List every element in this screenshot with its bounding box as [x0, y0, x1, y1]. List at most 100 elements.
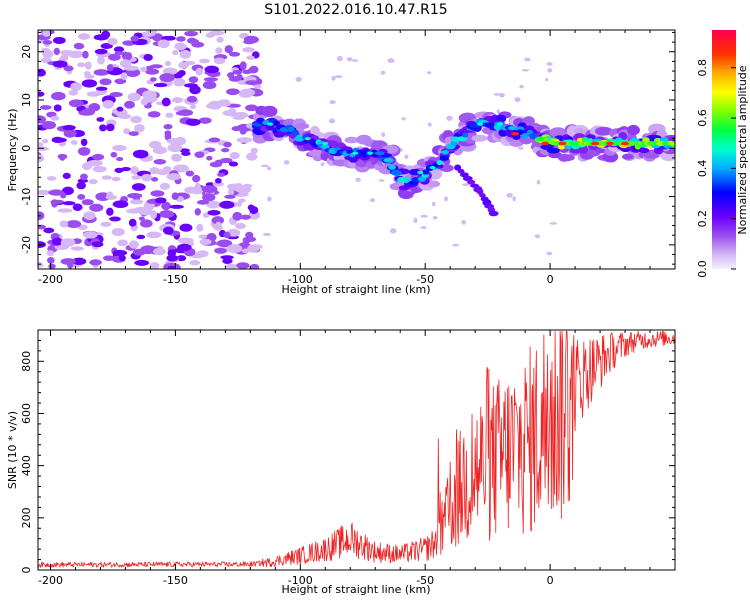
spectrogram-cell [622, 153, 634, 160]
snr-ytick-label: 0 [20, 567, 33, 574]
spectrogram-cell [245, 104, 258, 112]
spectrogram-cell [507, 125, 517, 131]
snr-panel: -200 -150 -100 -50 0 0 200 400 600 800 Height of … [6, 329, 676, 596]
spectrogram-cell [138, 216, 145, 221]
spectrogram-cell [194, 182, 201, 192]
spectrogram-cell [179, 223, 193, 232]
spectrogram-cell [216, 239, 233, 248]
spectrogram-cell [294, 135, 305, 142]
spectrogram-cell [668, 141, 675, 146]
spectrogram-cell [185, 118, 201, 126]
spectrogram-cell [488, 210, 499, 217]
spectrogram-cell [62, 124, 76, 131]
colorbar-gradient [712, 30, 736, 269]
spectrogram-cell [149, 77, 157, 82]
spectrogram-ytick-label: -10 [20, 188, 33, 206]
spectrogram-cell [273, 120, 280, 126]
spectrogram-cell [213, 57, 226, 65]
snr-xtick-label: -100 [288, 574, 313, 587]
spectrogram-cell [441, 149, 449, 155]
spectrogram-cell [408, 168, 421, 176]
spectrogram-cell [519, 84, 524, 89]
snr-xtick-label: -50 [416, 574, 434, 587]
spectrogram-cell [165, 60, 172, 67]
spectrogram-cell [196, 199, 209, 205]
spectrogram-cell [234, 222, 246, 230]
spectrogram-cell [295, 77, 302, 82]
spectrogram-cell [55, 137, 67, 143]
spectrogram-cell [429, 166, 436, 170]
spectrogram-cell [245, 80, 260, 86]
spectrogram-cell [427, 122, 432, 127]
colorbar-tick-label: 0.6 [696, 109, 709, 127]
spectrogram-xlabel: Height of straight line (km) [281, 283, 430, 296]
spectrogram-cell [76, 181, 86, 190]
spectrogram-cell [621, 141, 630, 146]
spectrogram-cell [242, 69, 252, 75]
spectrogram-cell [38, 154, 45, 163]
spectrogram-cell [171, 192, 179, 200]
spectrogram-cell [194, 208, 201, 216]
spectrogram-cell [88, 103, 101, 112]
spectrogram-cell [128, 131, 140, 137]
spectrogram-cell [57, 208, 73, 213]
spectrogram-cell [428, 167, 443, 180]
spectrogram-cell [184, 30, 198, 37]
spectrogram-cell [150, 210, 158, 219]
spectrogram-cell [627, 124, 640, 136]
spectrogram-cell [367, 151, 374, 155]
snr-frame [37, 329, 676, 571]
spectrogram-cell [42, 40, 53, 45]
spectrogram-cell [329, 100, 336, 105]
spectrogram-cell [236, 262, 250, 269]
spectrogram-cell [232, 211, 243, 221]
spectrogram-cell [41, 47, 50, 53]
spectrogram-cell [169, 204, 184, 209]
spectrogram-cell [116, 156, 124, 162]
spectrogram-cell [93, 69, 110, 76]
spectrogram-cell [176, 255, 187, 262]
spectrogram-cell [355, 177, 361, 183]
spectrogram-cell [404, 154, 409, 159]
snr-xtick-label: -150 [163, 574, 188, 587]
spectrogram-cell [320, 144, 330, 150]
spectrogram-cell [217, 172, 225, 177]
spectrogram-cell [261, 105, 278, 117]
spectrogram-frame [37, 29, 676, 270]
spectrogram-cell [52, 237, 63, 246]
spectrogram-cell [77, 147, 91, 156]
spectrogram-cell [219, 157, 233, 164]
spectrogram-cell [378, 179, 385, 182]
spectrogram-cell [38, 91, 45, 97]
spectrogram-cell [390, 169, 402, 176]
spectrogram-cell [161, 97, 171, 107]
spectrogram-cell [83, 231, 98, 239]
spectrogram-cell [432, 216, 438, 220]
spectrogram-cell [149, 262, 160, 269]
spectrogram-cell [52, 36, 66, 45]
colorbar-tick-label: 0.0 [696, 260, 709, 278]
spectrogram-cell [50, 199, 65, 204]
snr-xtick-label: 0 [547, 574, 554, 587]
spectrogram-cell [134, 259, 150, 266]
spectrogram-cell [205, 103, 217, 109]
spectrogram-cell [167, 143, 183, 153]
spectrogram-cell [163, 124, 173, 130]
spectrogram-cell [214, 159, 224, 165]
spectrogram-cell [217, 100, 231, 107]
spectrogram-cell [224, 256, 232, 262]
spectrogram-cell [157, 39, 170, 48]
spectrogram-cell [117, 113, 132, 119]
colorbar-ticks: 0.0 0.2 0.4 0.6 0.8 [696, 59, 736, 278]
spectrogram-cell [111, 227, 125, 237]
colorbar-label: Normalized spectral amplitude [736, 65, 749, 234]
spectrogram-cell [549, 222, 558, 225]
spectrogram-cell [153, 159, 167, 165]
spectrogram-cell [239, 88, 256, 97]
spectrogram-cell [112, 144, 127, 152]
spectrogram-cell [383, 157, 394, 163]
spectrogram-cell [233, 185, 245, 192]
spectrogram-cell [267, 122, 274, 126]
spectrogram-cell [60, 238, 76, 247]
main-title: S101.2022.016.10.47.R15 [264, 2, 447, 18]
